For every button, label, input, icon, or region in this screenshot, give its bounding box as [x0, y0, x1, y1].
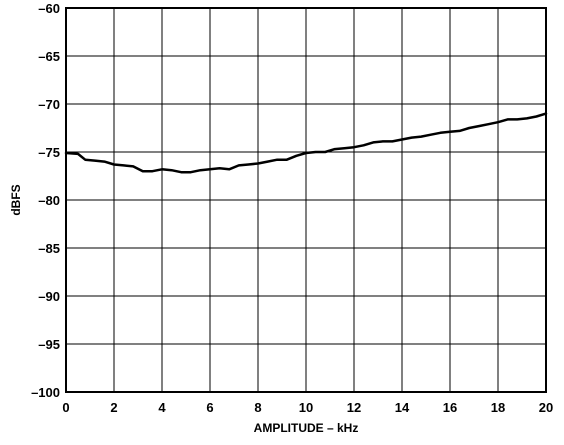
x-tick-labels: 0 2 4 6 8 10 12 14 16 18 20: [62, 400, 553, 415]
plot-frame: [65, 7, 547, 393]
x-tick-label: 0: [62, 400, 69, 415]
x-tick-label: 2: [110, 400, 117, 415]
y-tick-label: –90: [38, 289, 60, 304]
x-tick-label: 6: [206, 400, 213, 415]
x-tick-label: 12: [347, 400, 361, 415]
x-tick-label: 8: [254, 400, 261, 415]
y-tick-label: –95: [38, 337, 60, 352]
x-tick-label: 20: [539, 400, 553, 415]
x-tick-label: 10: [299, 400, 313, 415]
y-tick-label: –60: [38, 1, 60, 16]
series-line: [64, 112, 548, 174]
x-tick-label: 14: [395, 400, 410, 415]
y-tick-labels: –60 –65 –70 –75 –80 –85 –90 –95 –100: [31, 1, 60, 400]
x-tick-label: 16: [443, 400, 457, 415]
y-tick-label: –80: [38, 193, 60, 208]
x-axis-title: AMPLITUDE – kHz: [254, 421, 359, 435]
y-tick-label: –75: [38, 145, 60, 160]
y-tick-label: –85: [38, 241, 60, 256]
y-tick-label: –70: [38, 97, 60, 112]
x-tick-label: 18: [491, 400, 505, 415]
y-tick-label: –65: [38, 49, 60, 64]
grid-lines: [65, 7, 547, 393]
y-axis-title: dBFS: [9, 184, 23, 215]
y-tick-label: –100: [31, 385, 60, 400]
x-tick-label: 4: [158, 400, 166, 415]
